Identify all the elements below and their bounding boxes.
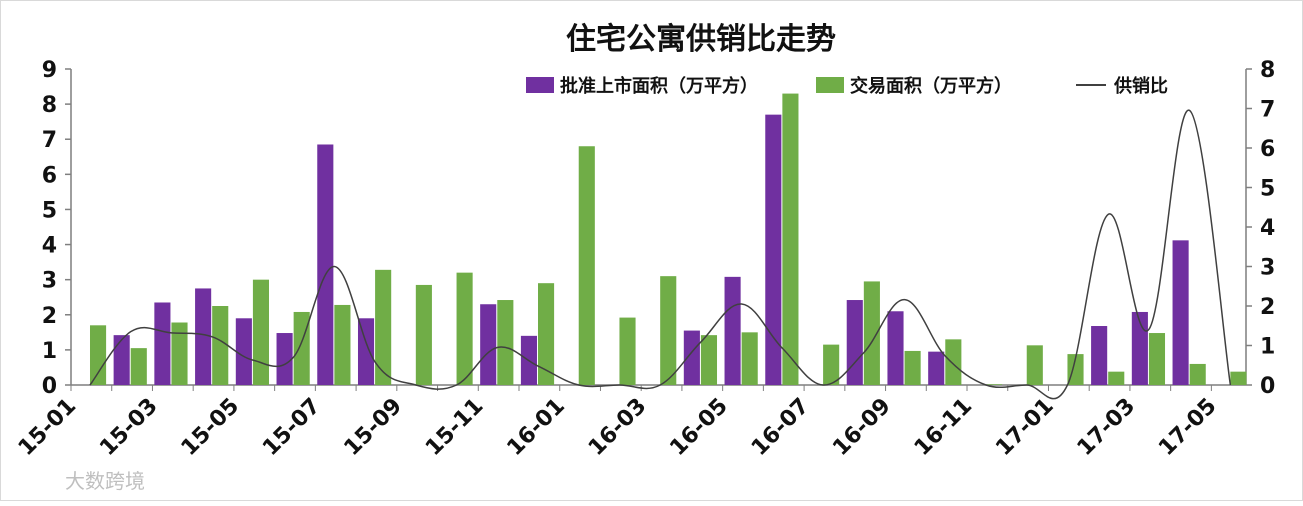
bar-traded: [456, 272, 473, 385]
bar-approved: [317, 144, 334, 385]
x-tick-label: 15-07: [258, 394, 325, 461]
y-left-tick-label: 5: [42, 198, 57, 223]
x-tick-label: 15-11: [421, 394, 488, 461]
bar-approved: [357, 318, 375, 385]
legend: 批准上市面积（万平方） 交易面积（万平方） 供销比: [526, 75, 1168, 97]
legend-swatch: [526, 77, 554, 93]
y-left-tick-label: 8: [42, 93, 57, 118]
bar-traded: [375, 269, 392, 385]
legend-swatch: [816, 77, 844, 93]
bar-traded: [252, 279, 270, 385]
bar-approved: [276, 333, 293, 385]
bar-traded: [293, 311, 310, 385]
x-tick-label: 16-01: [503, 394, 570, 461]
line-supply-demand-ratio: [89, 109, 1232, 400]
bar-approved: [683, 330, 700, 385]
bar-approved: [846, 300, 863, 385]
bar-approved: [113, 335, 130, 385]
bar-traded: [782, 93, 799, 386]
watermark: 大数跨境: [65, 469, 145, 493]
bar-traded: [619, 317, 636, 385]
bar-traded: [660, 276, 677, 385]
y-left-tick-label: 9: [42, 58, 57, 83]
y-right-tick-label: 5: [1260, 177, 1275, 202]
y-right-tick-label: 4: [1260, 216, 1275, 241]
bar-approved: [235, 318, 252, 385]
bar-traded: [1230, 371, 1247, 385]
bar-traded: [212, 306, 229, 385]
x-tick-label: 15-03: [95, 394, 162, 461]
x-tick-label: 17-03: [1073, 394, 1140, 461]
y-left-tick-label: 7: [42, 128, 57, 153]
bar-traded: [334, 304, 351, 385]
x-tick-label: 16-11: [910, 394, 977, 461]
x-tick-label: 16-03: [584, 394, 651, 461]
legend-label: 交易面积（万平方）: [850, 75, 1012, 97]
bar-traded: [700, 335, 718, 385]
y-right-tick-label: 3: [1260, 256, 1275, 281]
bar-approved: [195, 288, 212, 385]
bar-traded: [89, 325, 107, 385]
y-left-tick-label: 3: [42, 269, 57, 294]
x-tick-label: 17-01: [991, 394, 1058, 461]
x-tick-label: 16-09: [828, 394, 895, 461]
bar-approved: [1091, 326, 1108, 385]
bar-traded: [986, 384, 1003, 385]
bar-traded: [904, 350, 921, 385]
bar-approved: [154, 302, 171, 385]
bar-traded: [1067, 354, 1084, 385]
bar-traded: [1026, 345, 1043, 385]
bar-traded: [1108, 371, 1125, 385]
bar-traded: [1189, 363, 1206, 385]
y-right-tick-label: 1: [1260, 335, 1275, 360]
bar-traded: [578, 146, 595, 385]
bar-traded: [171, 322, 188, 385]
bar-traded: [863, 281, 880, 385]
x-tick-label: 15-01: [14, 394, 81, 461]
x-tick-label: 16-07: [747, 394, 814, 461]
y-left-tick-label: 4: [42, 234, 57, 259]
bar-approved: [724, 276, 741, 385]
x-tick-label: 17-05: [1154, 394, 1221, 461]
x-tick-label: 15-09: [340, 394, 407, 461]
y-right-tick-label: 7: [1260, 98, 1275, 123]
bar-traded: [741, 332, 758, 385]
bar-approved: [1172, 240, 1189, 385]
y-left-tick-label: 0: [42, 374, 57, 399]
bar-approved: [480, 304, 497, 385]
bar-approved: [887, 311, 904, 385]
y-right-tick-label: 0: [1260, 374, 1275, 399]
bar-traded: [497, 300, 514, 385]
bar-traded: [415, 284, 432, 385]
y-left-tick-label: 1: [42, 339, 57, 364]
bar-traded: [945, 339, 962, 385]
chart-title: 住宅公寓供销比走势: [566, 22, 836, 57]
bar-traded: [130, 348, 147, 385]
y-left-tick-label: 6: [42, 163, 57, 188]
x-tick-label: 16-05: [665, 394, 732, 461]
y-right-tick-label: 8: [1260, 58, 1275, 83]
y-right-tick-label: 2: [1260, 295, 1275, 320]
bar-approved: [765, 114, 782, 386]
bar-traded: [538, 283, 555, 385]
legend-label: 批准上市面积（万平方）: [560, 75, 758, 97]
x-tick-label: 15-05: [177, 394, 244, 461]
y-right-tick-label: 6: [1260, 137, 1275, 162]
y-left-tick-label: 2: [42, 304, 57, 329]
bar-approved: [928, 351, 945, 385]
bar-traded: [1148, 333, 1166, 385]
bar-traded: [823, 344, 840, 385]
legend-label: 供销比: [1113, 75, 1168, 97]
